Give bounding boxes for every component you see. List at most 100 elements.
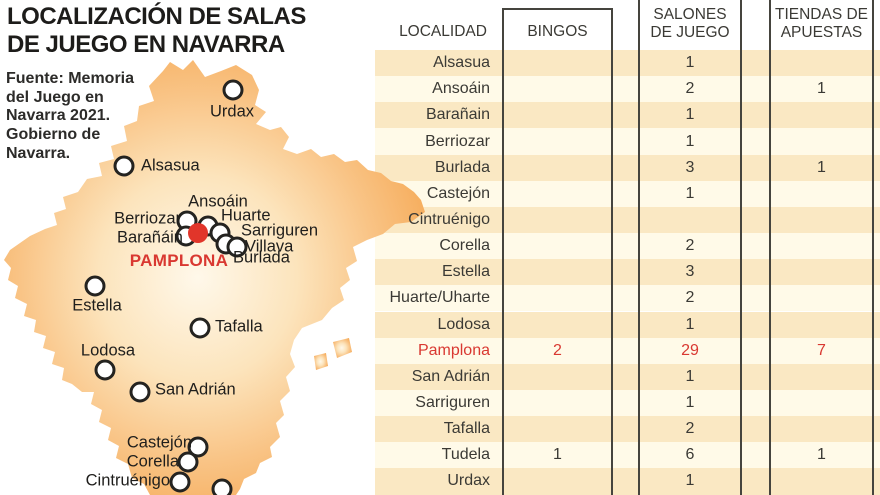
cell-localidad: Pamplona bbox=[417, 341, 490, 359]
cell-localidad: Estella bbox=[441, 263, 490, 281]
table-row-stripe bbox=[375, 128, 880, 155]
table-row-stripe bbox=[375, 468, 880, 495]
cell-salones: 1 bbox=[685, 54, 695, 72]
table-row: Corella 2 bbox=[375, 233, 880, 259]
cell-tiendas bbox=[769, 207, 874, 233]
cell-localidad: Ansoáin bbox=[432, 80, 490, 98]
map-label: Barañáin bbox=[116, 228, 183, 247]
map-label: Lodosa bbox=[80, 341, 136, 360]
column-header-localidad: LOCALIDAD bbox=[399, 23, 487, 40]
cell-bingos bbox=[502, 364, 613, 390]
table-row: Cintruénigo bbox=[375, 207, 880, 233]
table-row: Pamplona 2 29 7 bbox=[375, 338, 880, 364]
cell-tiendas bbox=[769, 50, 874, 76]
cell-bingos bbox=[502, 207, 613, 233]
cell-bingos bbox=[502, 50, 613, 76]
table-row: San Adrián 1 bbox=[375, 364, 880, 390]
map-label: San Adrián bbox=[155, 380, 236, 399]
cell-bingos bbox=[502, 181, 613, 207]
table-row: Barañain 1 bbox=[375, 102, 880, 128]
cell-tiendas bbox=[769, 468, 874, 494]
cell-salones: 1 bbox=[685, 184, 695, 202]
cell-localidad: San Adrián bbox=[411, 367, 490, 385]
table-stripes-layer bbox=[375, 0, 880, 495]
cell-salones: 2 bbox=[685, 237, 695, 255]
cell-bingos bbox=[502, 76, 613, 102]
table-row: Sarriguren 1 bbox=[375, 390, 880, 416]
cell-salones: 1 bbox=[685, 472, 695, 490]
cell-tiendas bbox=[769, 390, 874, 416]
table-row-stripe bbox=[375, 102, 880, 129]
map-label: Berriozar bbox=[114, 209, 181, 228]
source-note: Fuente: Memoria del Juego en Navarra 202… bbox=[6, 70, 135, 162]
cell-bingos: 2 bbox=[553, 341, 562, 359]
cell-localidad: Tafalla bbox=[443, 420, 490, 438]
cell-localidad: Cintruénigo bbox=[408, 210, 490, 228]
table-row: Alsasua 1 bbox=[375, 50, 880, 76]
cell-bingos bbox=[502, 233, 613, 259]
table-row-stripe bbox=[375, 154, 880, 181]
table-row: Tafalla 2 bbox=[375, 416, 880, 442]
cell-bingos bbox=[502, 155, 613, 181]
cell-salones: 1 bbox=[685, 132, 695, 150]
cell-tiendas bbox=[769, 259, 874, 285]
cell-tiendas bbox=[769, 312, 874, 338]
cell-localidad: Burlada bbox=[434, 158, 490, 176]
cell-bingos: 1 bbox=[553, 446, 562, 464]
cell-bingos bbox=[502, 312, 613, 338]
cell-salones: 29 bbox=[681, 341, 699, 359]
cell-bingos bbox=[502, 102, 613, 128]
cell-salones: 1 bbox=[685, 367, 695, 385]
cell-bingos bbox=[502, 416, 613, 442]
table-row-stripe bbox=[375, 259, 880, 286]
cell-salones: 1 bbox=[685, 106, 695, 124]
map-label: Castejón bbox=[126, 433, 192, 452]
cell-tiendas bbox=[769, 416, 874, 442]
cell-tiendas: 1 bbox=[817, 158, 826, 176]
table-row-stripe bbox=[375, 389, 880, 417]
table-row-stripe bbox=[375, 76, 880, 103]
table-row-stripe bbox=[375, 206, 880, 234]
cell-salones: 2 bbox=[685, 420, 695, 438]
title-line2: DE JUEGO EN NAVARRA bbox=[7, 31, 285, 59]
column-header-tiendas: TIENDAS DE APUESTAS bbox=[774, 6, 868, 41]
cell-localidad: Barañain bbox=[425, 106, 490, 124]
table-row: Burlada 3 1 bbox=[375, 155, 880, 181]
table-row-stripe bbox=[375, 50, 880, 77]
cell-localidad: Urdax bbox=[447, 472, 490, 490]
map-label: Cintruénigo bbox=[85, 471, 170, 490]
cell-salones bbox=[638, 207, 742, 233]
cell-salones: 3 bbox=[685, 263, 695, 281]
table-row: Castejón 1 bbox=[375, 181, 880, 207]
title-line1: LOCALIZACIÓN DE SALAS bbox=[7, 3, 306, 30]
cell-tiendas bbox=[769, 102, 874, 128]
table-row-stripe bbox=[375, 416, 880, 443]
table-row-stripe bbox=[375, 285, 880, 312]
map-label: Burlada bbox=[233, 248, 290, 267]
table-row-stripe bbox=[375, 180, 880, 207]
cell-salones: 3 bbox=[685, 158, 695, 176]
map-label: Alsasua bbox=[141, 156, 200, 175]
cell-localidad: Alsasua bbox=[433, 54, 490, 72]
cell-localidad: Corella bbox=[439, 237, 490, 255]
cell-bingos bbox=[502, 259, 613, 285]
cell-salones: 1 bbox=[685, 315, 695, 333]
cell-localidad: Castejón bbox=[426, 184, 490, 202]
cell-tiendas bbox=[769, 233, 874, 259]
cell-tiendas bbox=[769, 364, 874, 390]
cell-salones: 1 bbox=[685, 394, 695, 411]
cell-localidad: Lodosa bbox=[437, 315, 491, 333]
capital-label: PAMPLONA bbox=[129, 251, 229, 270]
cell-salones: 2 bbox=[685, 289, 695, 307]
table-row: Lodosa 1 bbox=[375, 312, 880, 338]
cell-bingos bbox=[502, 128, 613, 154]
cell-tiendas bbox=[769, 128, 874, 154]
column-header-bingos: BINGOS bbox=[527, 23, 588, 40]
column-header-salones: SALONES DE JUEGO bbox=[650, 6, 730, 41]
table-row-stripe bbox=[375, 311, 880, 338]
table-row-stripe bbox=[375, 363, 880, 390]
table-row-stripe bbox=[375, 442, 880, 469]
cell-localidad: Berriozar bbox=[425, 132, 490, 150]
cell-tiendas: 1 bbox=[817, 446, 826, 464]
cell-salones: 2 bbox=[685, 80, 695, 98]
